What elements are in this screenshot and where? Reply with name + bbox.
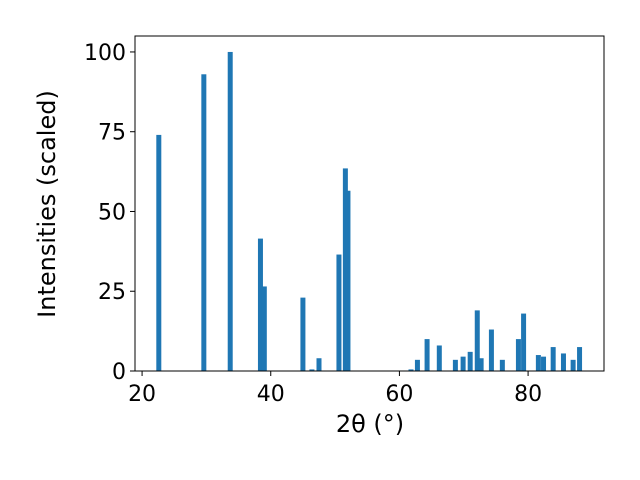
bar xyxy=(345,190,351,371)
bar xyxy=(541,356,547,371)
bar xyxy=(452,359,458,371)
y-tick-label: 100 xyxy=(84,41,126,66)
bar xyxy=(424,339,430,371)
bar xyxy=(521,313,527,371)
y-axis-label: Intensities (scaled) xyxy=(33,90,61,318)
bar xyxy=(467,351,473,371)
y-tick-label: 25 xyxy=(98,280,126,305)
bar xyxy=(560,353,566,371)
bar xyxy=(316,358,322,371)
bar xyxy=(488,329,494,371)
x-tick-label: 20 xyxy=(128,382,156,407)
x-tick-label: 80 xyxy=(514,382,542,407)
y-tick-label: 0 xyxy=(112,360,126,385)
x-tick-label: 60 xyxy=(385,382,413,407)
bar xyxy=(257,238,263,371)
bar xyxy=(436,345,442,371)
bar xyxy=(309,369,315,371)
y-tick-label: 75 xyxy=(98,121,126,146)
bar xyxy=(300,297,306,371)
bar xyxy=(227,51,233,371)
bar xyxy=(474,310,480,371)
plot-frame xyxy=(134,35,605,372)
y-tick-label: 50 xyxy=(98,200,126,225)
bar xyxy=(535,355,541,371)
bar xyxy=(201,74,207,372)
bar xyxy=(408,369,414,371)
bar xyxy=(261,286,267,371)
x-axis-label: 2θ (°) xyxy=(336,410,404,438)
bar xyxy=(550,347,556,371)
bar xyxy=(460,356,466,371)
bar xyxy=(515,339,521,371)
bar xyxy=(414,359,420,371)
bar xyxy=(478,358,484,371)
bar xyxy=(342,168,348,371)
bar xyxy=(156,134,162,371)
bar xyxy=(499,359,505,371)
bar xyxy=(570,359,576,371)
bar xyxy=(336,254,342,371)
bar xyxy=(577,347,583,371)
x-tick-label: 40 xyxy=(257,382,285,407)
